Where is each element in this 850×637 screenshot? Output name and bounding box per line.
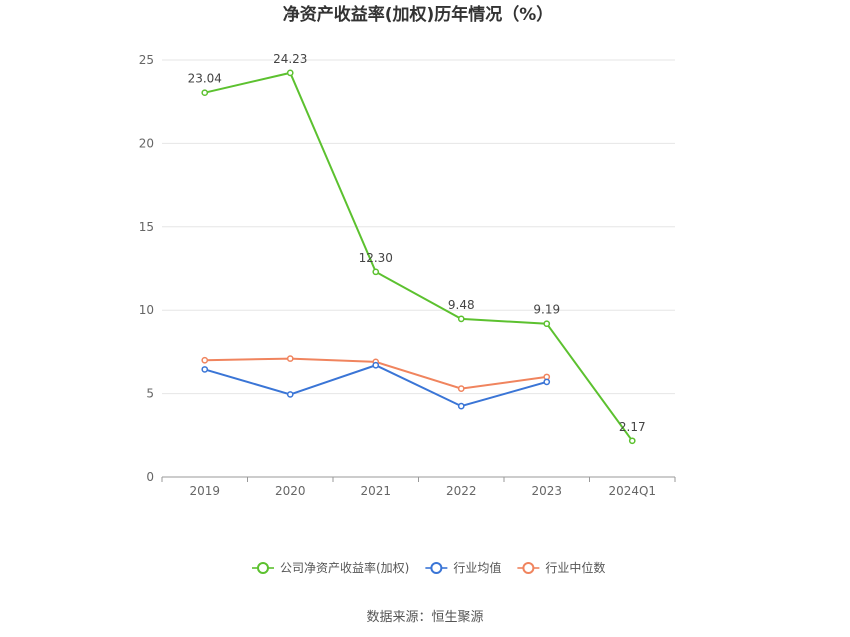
data-point [201, 89, 209, 97]
data-point [201, 366, 209, 373]
y-tick-label: 0 [146, 470, 154, 484]
grid [162, 59, 675, 395]
data-point [286, 355, 294, 362]
legend-swatch-marker [430, 562, 443, 574]
data-point [457, 402, 465, 410]
legend-swatch-marker [522, 562, 535, 574]
data-label: 2.17 [619, 420, 646, 434]
y-tick-label: 10 [139, 303, 154, 317]
data-point [286, 69, 294, 77]
data-point [543, 378, 551, 386]
legend-item[interactable]: 行业中位数 [517, 560, 605, 575]
legend-label: 行业均值 [453, 560, 501, 575]
data-point [628, 437, 636, 445]
data-label: 9.48 [448, 298, 475, 312]
data-point [457, 315, 465, 323]
legend[interactable]: 公司净资产收益率(加权) 行业均值 行业中位数 [252, 560, 605, 575]
series-line [204, 364, 548, 408]
data-point [372, 361, 380, 369]
y-tick-label: 5 [146, 387, 154, 401]
data-point [201, 356, 209, 364]
y-tick-label: 20 [139, 136, 154, 150]
x-tick-label: 2023 [531, 484, 562, 498]
legend-label: 行业中位数 [545, 560, 605, 575]
data-point [457, 385, 465, 392]
data-label: 23.04 [188, 72, 222, 86]
series-group: 23.04 24.23 12.30 9.48 9.19 2.17 [188, 52, 646, 445]
x-tick-label: 2022 [446, 484, 477, 498]
x-axis: 2019 2020 2021 2022 2023 2024Q1 [161, 476, 676, 498]
x-tick-label: 2019 [189, 484, 220, 498]
data-point [372, 268, 380, 276]
data-point [543, 320, 551, 328]
legend-item[interactable]: 公司净资产收益率(加权) [252, 560, 409, 575]
x-tick-label: 2021 [360, 484, 391, 498]
series-line [204, 71, 634, 442]
x-tick-label: 2024Q1 [608, 484, 656, 498]
data-point [286, 391, 294, 398]
legend-label: 公司净资产收益率(加权) [280, 560, 409, 575]
data-label: 9.19 [533, 303, 560, 317]
source-note: 数据来源：恒生聚源 [366, 610, 483, 625]
data-label: 24.23 [273, 52, 307, 66]
data-label: 12.30 [359, 251, 393, 265]
legend-swatch-marker [257, 562, 269, 574]
x-tick-label: 2020 [275, 484, 306, 498]
y-tick-label: 15 [139, 220, 154, 234]
legend-item[interactable]: 行业均值 [425, 560, 501, 575]
chart-title: 净资产收益率(加权)历年情况（%） [283, 4, 554, 25]
y-axis: 0 5 10 15 20 25 [139, 53, 154, 484]
y-tick-label: 25 [139, 53, 154, 67]
